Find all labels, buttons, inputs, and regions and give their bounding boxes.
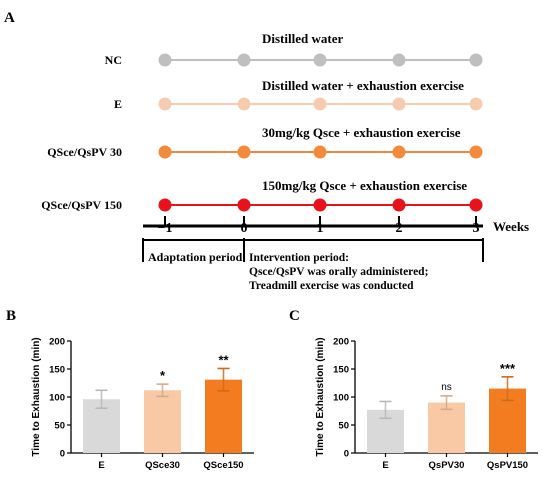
week-tick-label: 3: [473, 221, 480, 236]
group-label: NC: [105, 53, 122, 67]
timepoint-dot: [469, 97, 483, 111]
x-tick-label: QsPV30: [429, 460, 465, 471]
week-tick-label: 2: [396, 221, 403, 236]
x-tick-label: E: [98, 460, 104, 471]
significance-label: *: [160, 368, 166, 383]
timepoint-dot: [469, 198, 483, 212]
y-axis-label: Time to Exhaustion (min): [31, 337, 42, 456]
y-tick-label: 50: [338, 421, 349, 432]
timepoint-dot: [392, 198, 406, 212]
x-tick-label: E: [382, 460, 388, 471]
treatment-label: Distilled water + exhaustion exercise: [262, 78, 464, 93]
treatment-label: 30mg/kg Qsce + exhaustion exercise: [262, 125, 461, 140]
timepoint-dot: [158, 53, 172, 67]
adaptation-period-label: Adaptation period: [148, 250, 243, 264]
y-tick-label: 200: [333, 337, 349, 348]
intervention-period-label: Treadmill exercise was conducted: [249, 280, 414, 292]
group-label: QSce/QsPV 30: [47, 145, 122, 159]
bar: [144, 390, 181, 453]
y-tick-label: 100: [333, 393, 349, 404]
y-tick-label: 0: [344, 449, 349, 460]
timepoint-dot: [237, 145, 251, 159]
bar: [205, 379, 242, 453]
timepoint-dot: [313, 53, 327, 67]
y-axis-label: Time to Exhaustion (min): [315, 337, 326, 456]
week-tick-label: 1: [317, 221, 324, 236]
significance-label: **: [218, 352, 229, 367]
y-tick-label: 50: [54, 421, 65, 432]
y-tick-label: 200: [49, 337, 65, 348]
x-tick-label: QSce150: [203, 460, 243, 471]
timepoint-dot: [158, 97, 172, 111]
intervention-bracket: [244, 238, 484, 262]
week-tick-label: 0: [241, 221, 248, 236]
week-tick-label: −1: [158, 221, 173, 236]
timeline-panel: NC Distilled water E Distilled water + exha…: [41, 31, 529, 292]
axis-unit-label: Weeks: [493, 219, 529, 234]
y-tick-label: 150: [333, 365, 349, 376]
timepoint-dot: [237, 97, 251, 111]
intervention-period-label: Intervention period:: [249, 252, 349, 264]
y-tick-label: 150: [49, 365, 65, 376]
timepoint-dot: [158, 198, 172, 212]
y-tick-label: 0: [60, 449, 65, 460]
y-tick-label: 100: [49, 393, 65, 404]
treatment-label: 150mg/kg Qsce + exhaustion exercise: [262, 178, 467, 193]
treatment-label: Distilled water: [262, 31, 343, 46]
x-tick-label: QsPV150: [487, 460, 528, 471]
timepoint-dot: [392, 97, 406, 111]
timepoint-dot: [392, 53, 406, 67]
panel-label-b: B: [6, 308, 16, 324]
timepoint-dot: [313, 198, 327, 212]
timepoint-dot: [392, 145, 406, 159]
panel-label-a: A: [4, 10, 15, 26]
timepoint-dot: [469, 145, 483, 159]
bar-chart-b: 0 50 100 150 200 Time to Exhaustion (min) E QSc…: [31, 337, 254, 471]
panel-label-c: C: [289, 308, 300, 324]
group-label: E: [114, 97, 122, 111]
bar: [428, 402, 465, 453]
timepoint-dot: [313, 97, 327, 111]
bar-chart-c: 0 50 100 150 200 Time to Exhaustion (min) E QsP…: [315, 337, 538, 471]
timepoint-dot: [237, 53, 251, 67]
intervention-period-label: Qsce/QsPV was orally administered;: [249, 266, 428, 278]
group-label: QSce/QsPV 150: [41, 198, 122, 212]
timepoint-dot: [469, 53, 483, 67]
adaptation-bracket: [142, 238, 245, 262]
timepoint-dot: [158, 145, 172, 159]
x-tick-label: QSce30: [145, 460, 180, 471]
timepoint-dot: [237, 198, 251, 212]
significance-label: ***: [500, 361, 516, 376]
significance-label: ns: [441, 382, 452, 393]
timepoint-dot: [313, 145, 327, 159]
